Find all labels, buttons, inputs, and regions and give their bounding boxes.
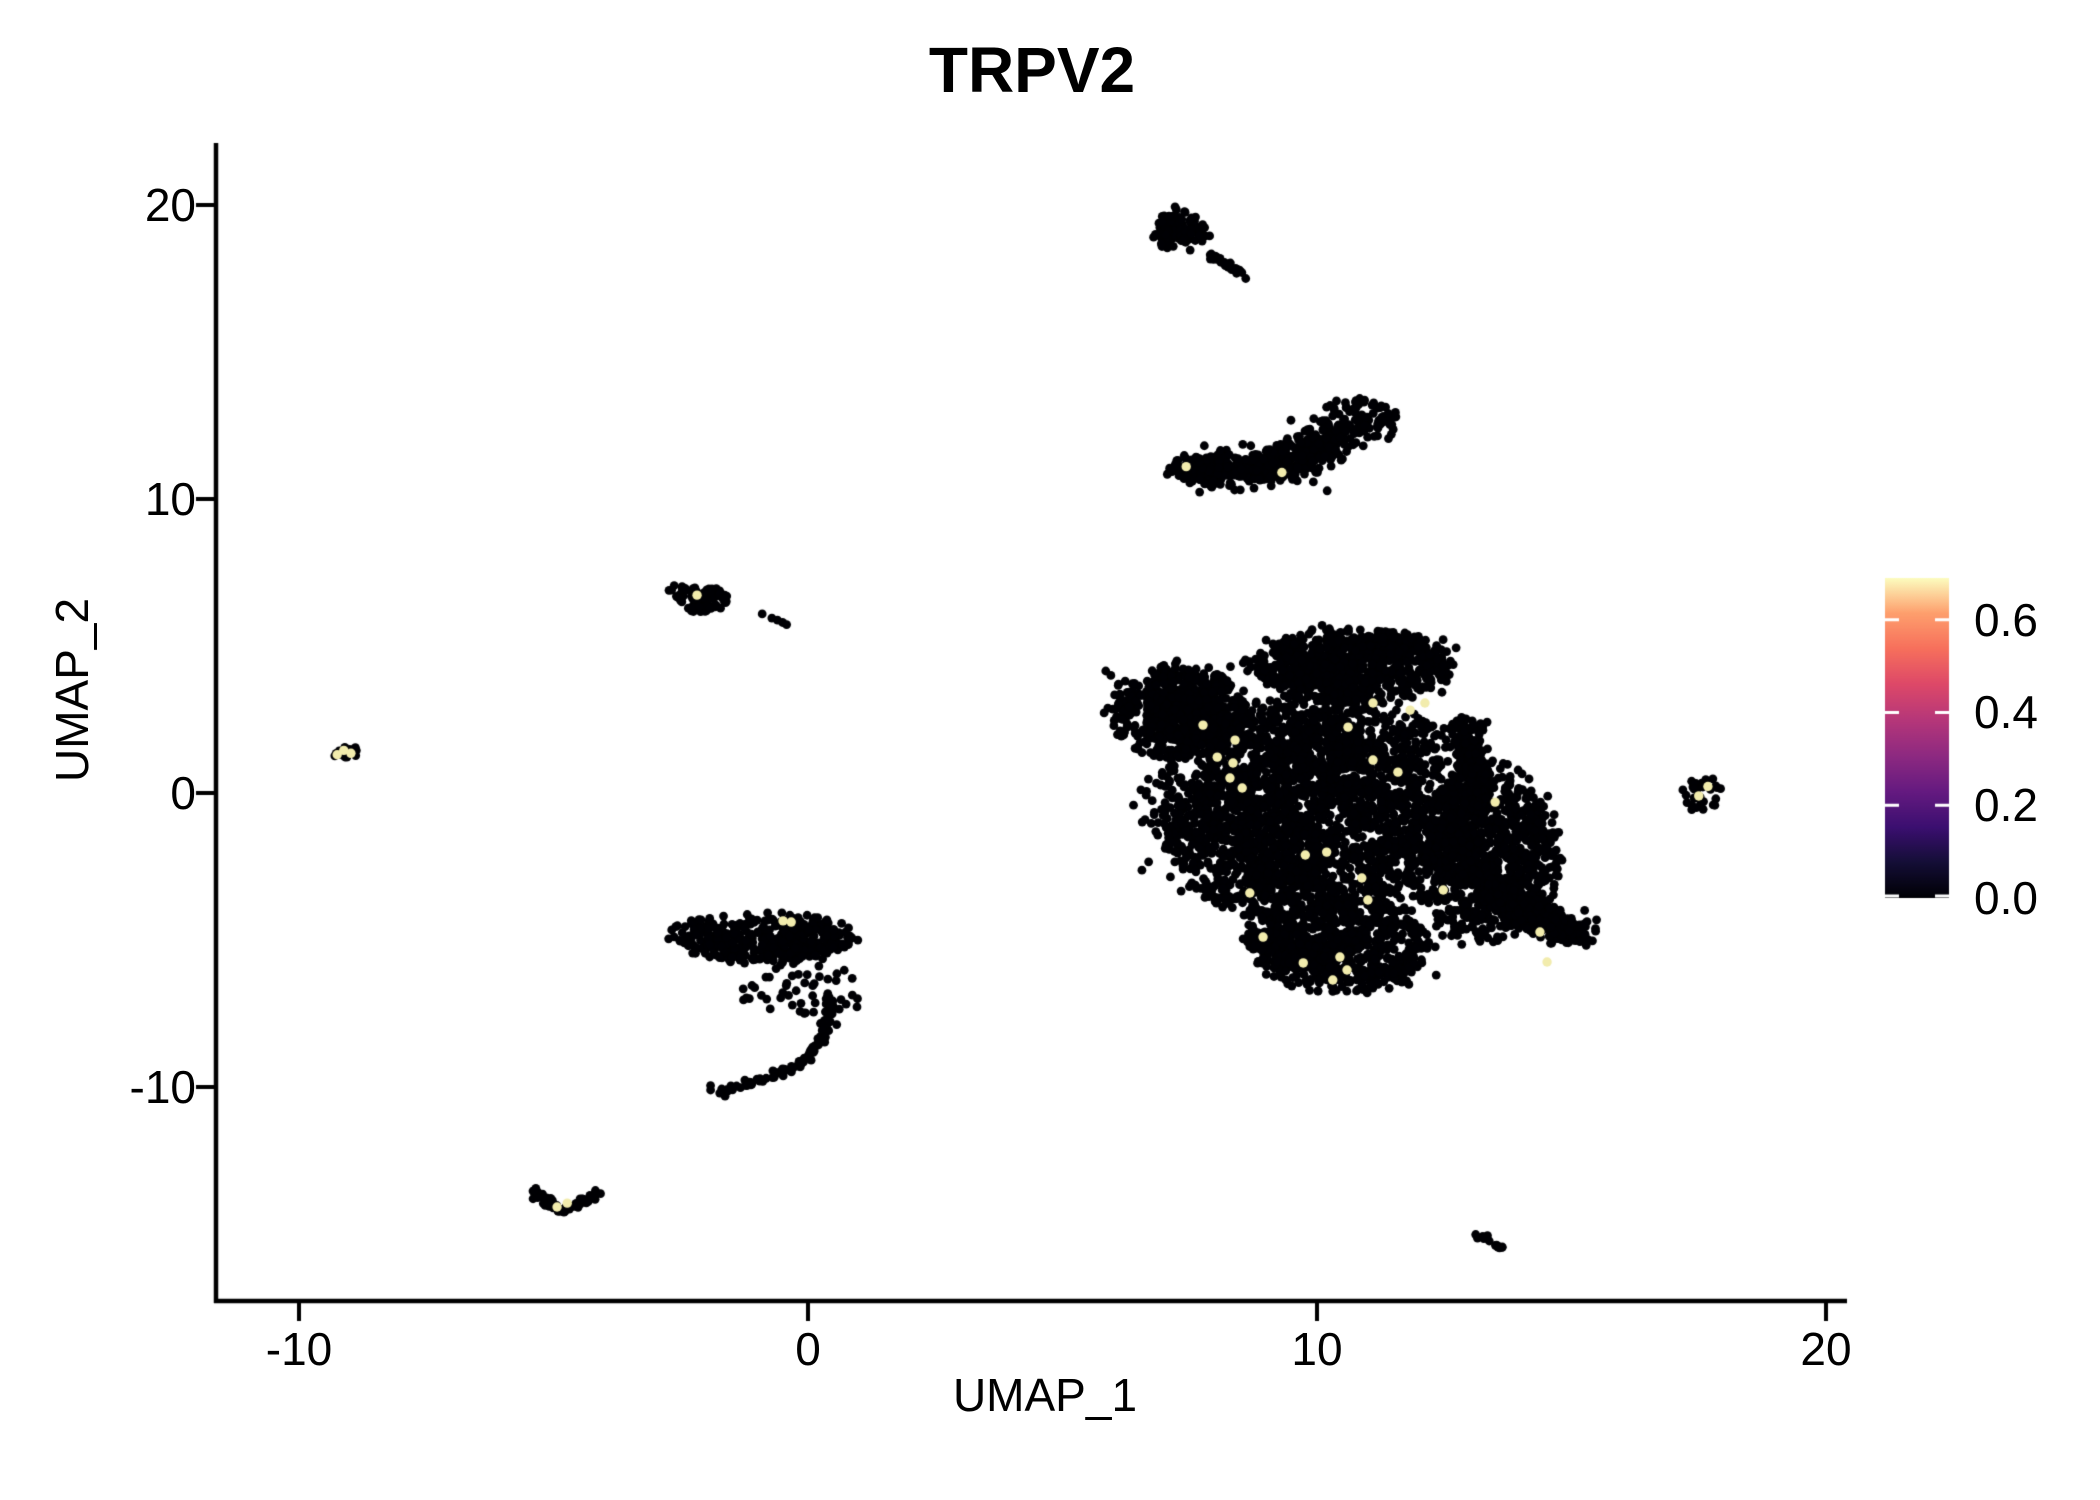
y-tick-label: 0: [170, 767, 196, 819]
x-tick-label: -10: [265, 1323, 333, 1375]
y-tick-label: 20: [144, 179, 196, 231]
y-tick-label: 10: [144, 473, 196, 525]
legend-tick-label: 0.6: [1974, 593, 2038, 646]
legend-tick-label: 0.2: [1974, 779, 2038, 832]
legend-tick-label: 0.4: [1974, 686, 2038, 739]
x-axis-title: UMAP_1: [952, 1369, 1138, 1421]
y-axis-title: UMAP_2: [46, 597, 98, 783]
plot-title: TRPV2: [928, 34, 1136, 106]
legend-tick-label: 0.0: [1974, 872, 2038, 924]
y-tick-label: -10: [129, 1061, 196, 1113]
x-tick-label: 20: [1800, 1323, 1852, 1375]
x-tick-label: 10: [1291, 1323, 1343, 1375]
x-tick-label: 0: [795, 1323, 821, 1375]
